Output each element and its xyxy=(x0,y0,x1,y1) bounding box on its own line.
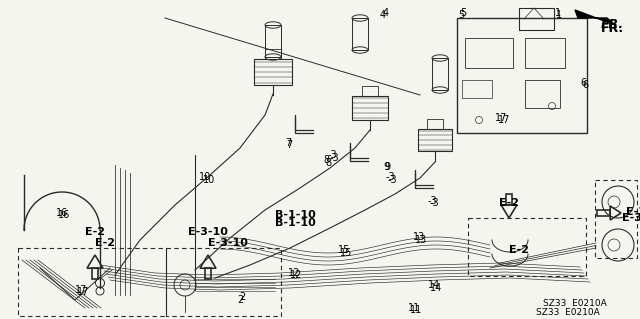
Text: E-3-10: E-3-10 xyxy=(188,227,228,237)
Text: 5: 5 xyxy=(458,10,464,20)
Text: FR.: FR. xyxy=(601,18,624,31)
Text: B-1-10: B-1-10 xyxy=(275,210,316,220)
Bar xyxy=(265,25,281,57)
Text: 16: 16 xyxy=(58,210,70,220)
Text: E-2: E-2 xyxy=(85,227,105,237)
Text: E-2: E-2 xyxy=(95,238,115,248)
Text: 9: 9 xyxy=(383,162,389,172)
Text: 6: 6 xyxy=(582,80,588,90)
Text: SZ33  E0210A: SZ33 E0210A xyxy=(536,308,600,317)
Text: 7: 7 xyxy=(285,138,291,148)
Text: 6: 6 xyxy=(580,78,586,88)
Bar xyxy=(362,86,378,96)
Bar xyxy=(465,38,513,68)
Text: 13: 13 xyxy=(415,235,428,245)
Text: SZ33  E0210A: SZ33 E0210A xyxy=(543,299,607,308)
Bar xyxy=(264,49,282,59)
Text: -3: -3 xyxy=(430,198,440,208)
Text: -3: -3 xyxy=(386,172,396,182)
Bar xyxy=(428,119,443,129)
Text: 10: 10 xyxy=(203,175,215,185)
Text: E-3: E-3 xyxy=(622,213,640,223)
Text: E-2: E-2 xyxy=(499,198,519,208)
Text: 11: 11 xyxy=(408,303,420,313)
Text: 1: 1 xyxy=(556,10,562,20)
Text: 4: 4 xyxy=(383,8,389,18)
Bar xyxy=(525,80,560,108)
Text: FR.: FR. xyxy=(601,22,624,35)
Text: 15: 15 xyxy=(340,248,353,258)
Text: -3: -3 xyxy=(328,150,338,160)
Bar xyxy=(18,248,166,316)
Bar xyxy=(432,58,448,90)
Bar xyxy=(457,18,587,133)
Text: 9: 9 xyxy=(384,162,390,172)
Text: 17: 17 xyxy=(77,287,90,297)
Text: 14: 14 xyxy=(428,280,440,290)
Text: 12: 12 xyxy=(290,270,302,280)
Text: 7: 7 xyxy=(286,140,292,150)
Bar xyxy=(254,59,292,85)
Text: B-1-10: B-1-10 xyxy=(275,218,316,228)
Text: -3: -3 xyxy=(330,153,340,163)
Text: E-3: E-3 xyxy=(626,207,640,217)
Text: 2: 2 xyxy=(237,295,243,305)
Text: 8: 8 xyxy=(325,158,331,168)
Text: 5: 5 xyxy=(460,8,467,18)
Text: 2: 2 xyxy=(239,292,245,302)
Bar xyxy=(418,129,452,152)
Text: 12: 12 xyxy=(288,268,300,278)
Text: 14: 14 xyxy=(430,283,442,293)
Text: -3: -3 xyxy=(428,196,438,206)
Text: -3: -3 xyxy=(388,175,397,185)
Text: 16: 16 xyxy=(56,208,68,218)
Text: 15: 15 xyxy=(338,245,350,255)
Bar xyxy=(166,248,281,316)
Bar xyxy=(352,96,388,120)
Text: 17: 17 xyxy=(498,115,510,125)
Bar xyxy=(595,180,637,258)
Text: 1: 1 xyxy=(555,8,561,18)
Bar xyxy=(519,8,554,30)
Text: 11: 11 xyxy=(410,305,422,315)
Bar xyxy=(468,218,586,276)
Text: 4: 4 xyxy=(380,10,386,20)
Text: E-2: E-2 xyxy=(509,245,529,255)
Text: 17: 17 xyxy=(75,285,88,295)
Bar xyxy=(352,18,368,50)
Text: 10: 10 xyxy=(199,172,211,182)
Bar xyxy=(525,38,565,68)
Polygon shape xyxy=(575,10,615,25)
Text: 8: 8 xyxy=(323,155,329,165)
Text: 13: 13 xyxy=(413,232,425,242)
Bar xyxy=(462,80,492,98)
Text: 17: 17 xyxy=(495,113,508,123)
Text: E-3-10: E-3-10 xyxy=(208,238,248,248)
